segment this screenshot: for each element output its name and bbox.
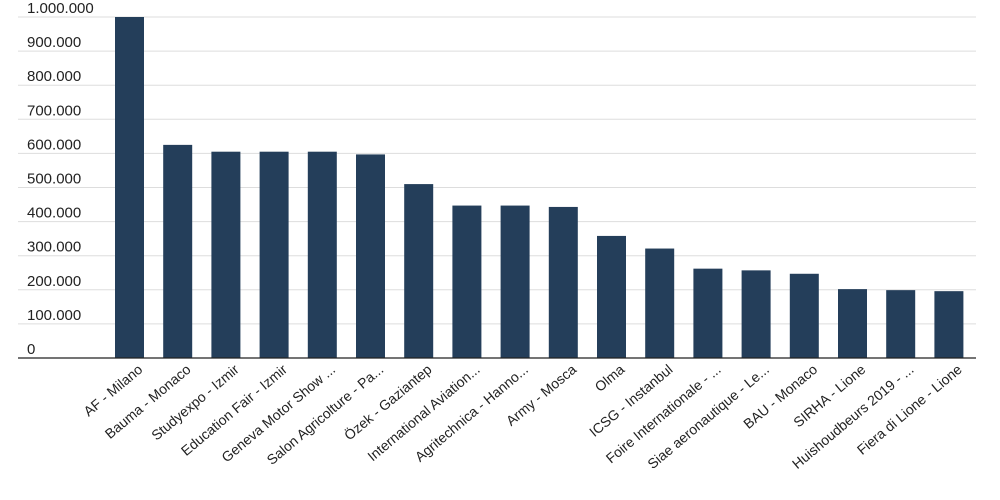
- y-tick-label: 500.000: [27, 171, 81, 188]
- bar: [500, 205, 530, 358]
- y-tick-label: 400.000: [27, 205, 81, 222]
- gridlines: [18, 16, 976, 325]
- y-tick-label: 700.000: [27, 102, 81, 119]
- bar: [886, 290, 916, 358]
- y-tick-label: 200.000: [27, 273, 81, 290]
- bar: [356, 154, 385, 358]
- y-tick-label: 600.000: [27, 136, 81, 153]
- y-axis-tick-labels: 0 100.000 200.000 300.000 400.000 500.000 600.…: [27, 0, 94, 358]
- y-tick-label: 900.000: [27, 34, 81, 51]
- y-tick-label: 100.000: [27, 307, 81, 324]
- x-tick-label: Olma: [592, 361, 628, 395]
- bar: [307, 151, 337, 358]
- y-tick-label: 0: [27, 341, 35, 358]
- bar: [404, 184, 434, 358]
- bar: [597, 235, 626, 358]
- bar: [741, 270, 771, 358]
- bars: [115, 17, 964, 358]
- bar: [548, 206, 578, 358]
- bar: [789, 273, 819, 358]
- bar: [934, 291, 964, 358]
- y-tick-label: 300.000: [27, 239, 81, 256]
- bar: [163, 144, 193, 358]
- bar: [645, 248, 675, 358]
- bar: [259, 151, 289, 358]
- bar: [452, 205, 482, 358]
- x-tick-label: Bauma - Monaco: [102, 361, 194, 442]
- bar: [838, 289, 867, 358]
- bar: [115, 17, 144, 358]
- bar: [693, 268, 723, 358]
- y-tick-label: 1.000.000: [27, 0, 94, 17]
- x-tick-label: Özek - Gaziantep: [340, 360, 435, 443]
- x-tick-label: ICSG - Instanbul: [586, 361, 676, 440]
- bar: [211, 151, 241, 358]
- y-tick-label: 800.000: [27, 68, 81, 85]
